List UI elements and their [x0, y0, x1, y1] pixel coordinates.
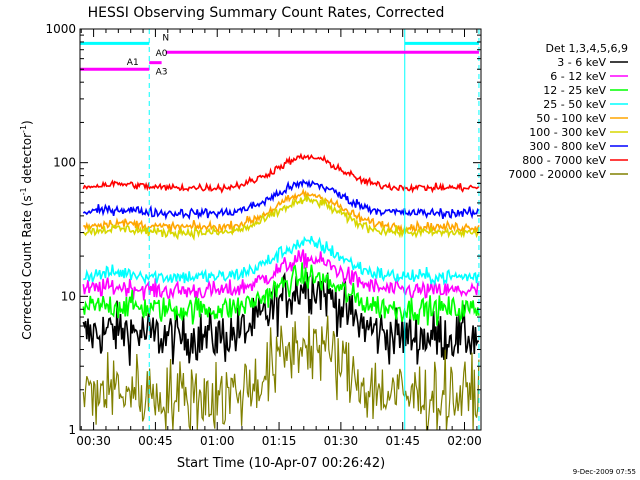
- x-tick-label-1: 00:30: [76, 434, 111, 448]
- y-tick-label-4: 1000: [45, 22, 76, 36]
- legend-label-3: 12 - 25 keV: [543, 84, 606, 97]
- x-tick-label-2: 00:45: [138, 434, 173, 448]
- flag-label-N: N: [162, 33, 169, 43]
- legend-label-2: 6 - 12 keV: [550, 70, 606, 83]
- axes: 00:30 00:45 01:00 01:15 01:30 01:45 02:00 1 10 10…: [45, 22, 481, 448]
- y-axis-label-sup1: -1: [19, 187, 28, 195]
- x-axis-label: Start Time (10-Apr-07 00:26:42): [177, 456, 385, 471]
- flag-label-A1: A1: [127, 58, 139, 68]
- chart-title: HESSI Observing Summary Count Rates, Cor…: [88, 5, 445, 21]
- legend-label-8: 800 - 7000 keV: [522, 154, 606, 167]
- legend-label-7: 300 - 800 keV: [529, 140, 606, 153]
- x-tick-label-7: 02:00: [447, 434, 482, 448]
- series-line-4: [82, 235, 480, 287]
- x-tick-label-6: 01:45: [385, 434, 420, 448]
- x-tick-label-3: 01:00: [200, 434, 235, 448]
- flag-label-A3: A3: [156, 68, 168, 78]
- series-line-6: [82, 193, 480, 241]
- generated-timestamp: 9-Dec-2009 07:55: [573, 468, 636, 476]
- legend-label-1: 3 - 6 keV: [557, 56, 606, 69]
- flag-label-A0: A0: [156, 49, 168, 59]
- x-tick-label-5: 01:30: [324, 434, 359, 448]
- series-line-3: [82, 262, 480, 326]
- y-axis-label-sup2: -1: [19, 125, 28, 133]
- series-line-8: [82, 152, 480, 194]
- y-axis-label: Corrected Count Rate (s-1 detector-1): [19, 120, 34, 339]
- x-tick-label-4: 01:15: [262, 434, 297, 448]
- y-tick-label-3: 100: [53, 156, 76, 170]
- y-tick-label-1: 1: [68, 423, 76, 437]
- series-line-7: [82, 178, 480, 221]
- plot-area: N A0 A1 A3: [79, 29, 480, 431]
- series-line-9: [82, 315, 480, 431]
- plot-frame: [79, 28, 482, 431]
- legend-title: Det 1,3,4,5,6,9: [545, 42, 628, 55]
- y-axis-label-end: ): [20, 120, 34, 125]
- legend-label-4: 25 - 50 keV: [543, 98, 606, 111]
- y-axis-label-main: Corrected Count Rate (s: [20, 195, 34, 339]
- y-axis-label-mid: detector: [20, 133, 34, 188]
- legend-label-6: 100 - 300 keV: [529, 126, 606, 139]
- legend-label-9: 7000 - 20000 keV: [508, 168, 606, 181]
- legend-label-5: 50 - 100 keV: [536, 112, 606, 125]
- y-tick-label-2: 10: [61, 289, 76, 303]
